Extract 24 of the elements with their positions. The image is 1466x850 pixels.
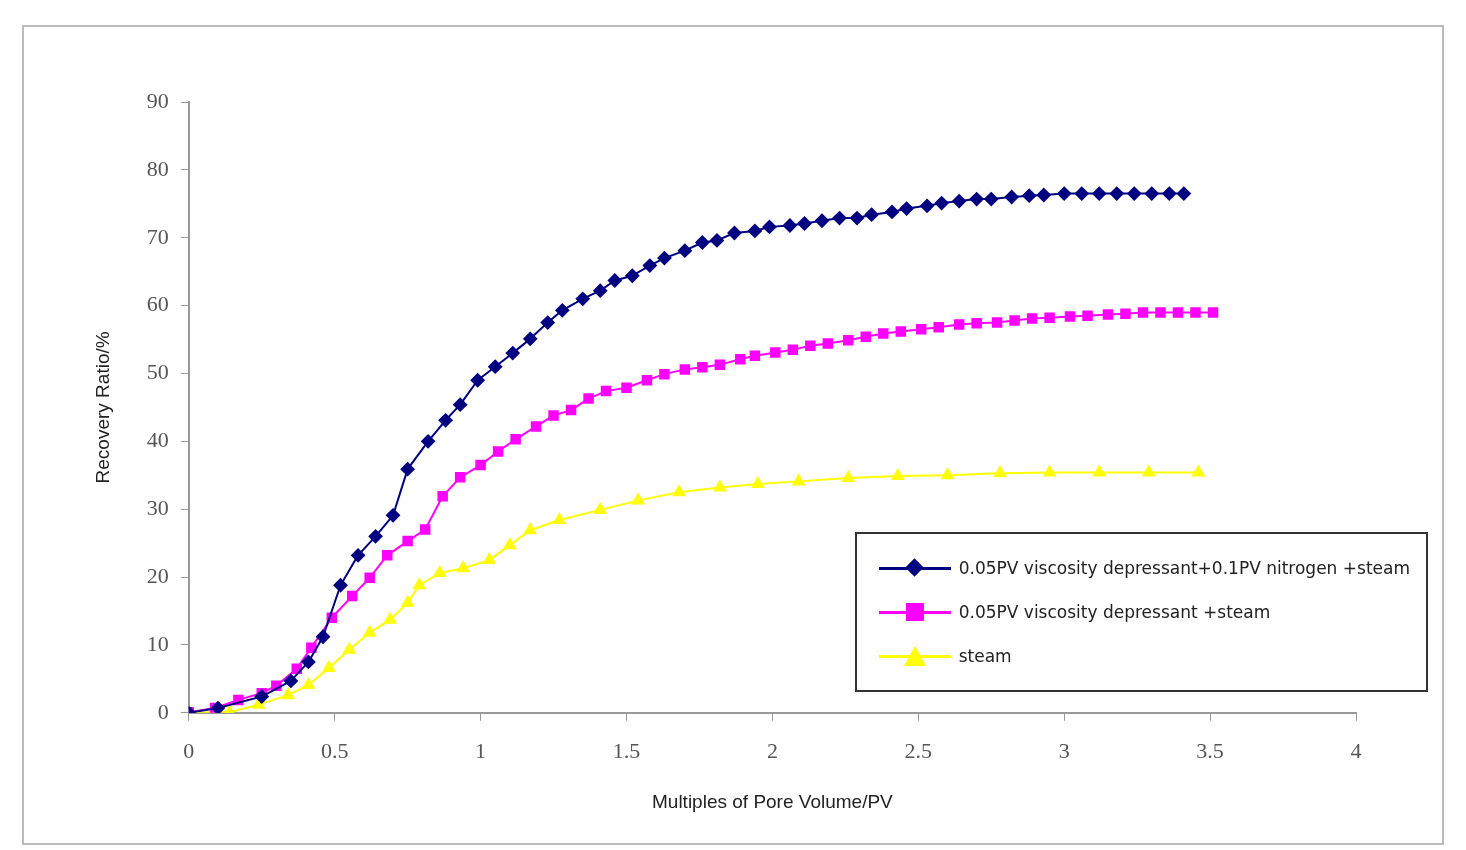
y-tick-label: 70 [146,223,169,249]
x-axis-title: Multiples of Pore Volume/PV [652,790,894,812]
y-tick-label: 10 [146,630,169,656]
x-tick-label: 1 [475,737,487,763]
x-tick-label: 3.5 [1196,737,1224,763]
y-tick-label: 60 [146,291,169,317]
x-tick-label: 3 [1058,737,1070,763]
y-tick-label: 30 [146,494,169,520]
legend-label: steam [958,646,1012,666]
y-tick-label: 80 [146,155,169,181]
legend-label: 0.05PV viscosity depressant+0.1PV nitrogen +steam [958,558,1410,578]
y-tick-label: 0 [157,698,169,724]
y-tick-label: 40 [146,427,169,453]
y-tick-label: 90 [146,87,169,113]
x-tick-label: 2.5 [904,737,933,763]
y-axis-title: Recovery Ratio/% [91,331,113,484]
legend-label: 0.05PV viscosity depressant +steam [958,602,1271,622]
x-tick-label: 1.5 [612,737,641,763]
x-tick-label: 0.5 [320,737,349,763]
y-tick-label: 20 [146,562,169,588]
x-tick-label: 4 [1350,737,1362,763]
y-tick-label: 50 [146,359,169,385]
x-tick-label: 0 [183,737,195,763]
x-tick-label: 2 [766,737,778,763]
